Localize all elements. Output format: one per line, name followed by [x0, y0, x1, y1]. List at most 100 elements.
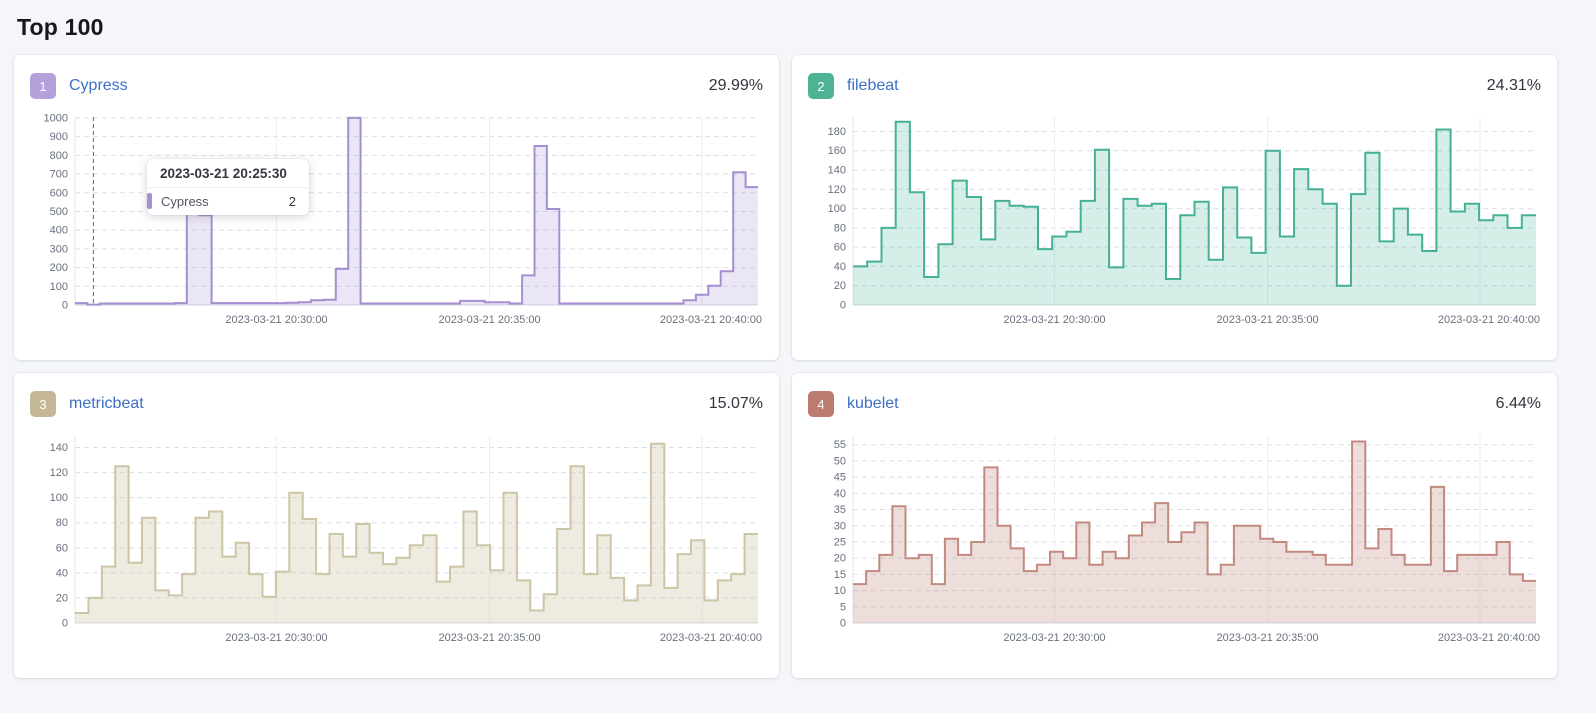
page-title: Top 100 — [17, 14, 104, 40]
x-tick-label: 2023-03-21 20:40:00 — [660, 632, 762, 644]
y-tick-label: 100 — [50, 492, 68, 504]
rank-badge: 3 — [30, 391, 56, 417]
y-tick-label: 15 — [834, 569, 846, 581]
x-tick-label: 2023-03-21 20:35:00 — [439, 314, 541, 326]
y-tick-label: 200 — [50, 262, 68, 274]
series-area — [75, 443, 758, 623]
x-tick-label: 2023-03-21 20:35:00 — [1217, 632, 1319, 644]
y-tick-label: 120 — [50, 467, 68, 479]
x-tick-label: 2023-03-21 20:30:00 — [1003, 314, 1105, 326]
y-tick-label: 600 — [50, 187, 68, 199]
chart-canvas-metricbeat[interactable]: 0 20 40 60 80 100 120 140 2023-03-21 20:30:00 202… — [30, 429, 763, 657]
y-tick-label: 40 — [56, 567, 68, 579]
x-tick-label: 2023-03-21 20:35:00 — [439, 632, 541, 644]
rank-badge: 4 — [808, 391, 834, 417]
axis-labels: 0 20 40 60 80 100 120 140 2023-03-21 20:30:00 202… — [50, 442, 762, 644]
tooltip-series-name: Cypress — [161, 193, 209, 209]
panel-header: 3 metricbeat 15.07% — [30, 389, 763, 419]
y-tick-label: 100 — [828, 203, 846, 215]
series-link-metricbeat[interactable]: metricbeat — [69, 395, 144, 412]
y-tick-label: 20 — [834, 280, 846, 292]
x-tick-label: 2023-03-21 20:30:00 — [225, 314, 327, 326]
y-tick-label: 1000 — [44, 112, 68, 124]
y-tick-label: 60 — [56, 542, 68, 554]
panel-header: 4 kubelet 6.44% — [808, 389, 1541, 419]
axis-labels: 0 100 200 300 400 500 600 700 800 900 1000 2023-03-… — [44, 112, 762, 326]
y-tick-label: 20 — [56, 592, 68, 604]
y-tick-label: 400 — [50, 225, 68, 237]
panel-header: 2 filebeat 24.31% — [808, 71, 1541, 101]
y-tick-label: 80 — [56, 517, 68, 529]
y-tick-label: 0 — [840, 618, 846, 630]
gridlines — [74, 117, 758, 306]
chart-panel-metricbeat: 3 metricbeat 15.07% 0 20 40 60 80 100 120 140 20… — [14, 373, 779, 678]
y-tick-label: 20 — [834, 553, 846, 565]
series-color-marker — [147, 193, 152, 209]
y-tick-label: 500 — [50, 206, 68, 218]
chart-canvas-cypress[interactable]: 0 100 200 300 400 500 600 700 800 900 1000 2023-03-… — [30, 111, 763, 339]
y-tick-label: 180 — [828, 126, 846, 138]
chart-tooltip: 2023-03-21 20:25:30 Cypress 2 — [147, 159, 309, 215]
y-tick-label: 25 — [834, 536, 846, 548]
y-tick-label: 0 — [62, 300, 68, 312]
x-tick-label: 2023-03-21 20:40:00 — [660, 314, 762, 326]
series-line — [75, 442, 758, 614]
y-tick-label: 10 — [834, 585, 846, 597]
x-tick-label: 2023-03-21 20:30:00 — [225, 632, 327, 644]
y-tick-label: 900 — [50, 131, 68, 143]
chart-panel-cypress: 1 Cypress 29.99% 0 100 200 300 400 500 600 700 8… — [14, 55, 779, 360]
series-line — [853, 120, 1536, 287]
percentage-value: 15.07% — [708, 395, 763, 412]
y-tick-label: 80 — [834, 222, 846, 234]
tooltip-series-value: 2 — [288, 193, 296, 209]
chart-area[interactable]: 0 20 40 60 80 100 120 140 160 180 2023-03-21 20:30… — [808, 111, 1541, 339]
chart-canvas-kubelet[interactable]: 0 5 10 15 20 25 30 35 40 45 50 55 2023-03-21 20:30:0… — [808, 429, 1541, 657]
dashboard-page: Top 100 1 Cypress 29.99% 0 100 200 300 400 50… — [14, 14, 1557, 678]
y-tick-label: 120 — [828, 184, 846, 196]
y-tick-label: 40 — [834, 261, 846, 273]
y-tick-label: 700 — [50, 169, 68, 181]
series-line — [853, 440, 1536, 586]
y-tick-label: 800 — [50, 150, 68, 162]
x-tick-label: 2023-03-21 20:35:00 — [1217, 314, 1319, 326]
y-tick-label: 50 — [834, 455, 846, 467]
y-tick-label: 40 — [834, 488, 846, 500]
panel-header: 1 Cypress 29.99% — [30, 71, 763, 101]
chart-area[interactable]: 0 20 40 60 80 100 120 140 2023-03-21 20:30:00 202… — [30, 429, 763, 657]
tooltip-timestamp: 2023-03-21 20:25:30 — [147, 159, 309, 188]
chart-panel-kubelet: 4 kubelet 6.44% 0 5 10 15 20 25 30 35 40 45 50 55 20… — [792, 373, 1557, 678]
rank-badge: 1 — [30, 73, 56, 99]
series-link-filebeat[interactable]: filebeat — [847, 77, 899, 94]
series-link-kubelet[interactable]: kubelet — [847, 395, 899, 412]
x-tick-label: 2023-03-21 20:40:00 — [1438, 632, 1540, 644]
axis-labels: 0 5 10 15 20 25 30 35 40 45 50 55 2023-03-21 20:30:0… — [834, 439, 1540, 644]
percentage-value: 24.31% — [1486, 77, 1541, 94]
rank-badge: 2 — [808, 73, 834, 99]
x-tick-label: 2023-03-21 20:30:00 — [1003, 632, 1105, 644]
y-tick-label: 5 — [840, 601, 846, 613]
gridlines — [74, 435, 758, 624]
y-tick-label: 45 — [834, 472, 846, 484]
y-tick-label: 0 — [840, 300, 846, 312]
chart-area[interactable]: 0 100 200 300 400 500 600 700 800 900 1000 2023-03-… — [30, 111, 763, 339]
y-tick-label: 30 — [834, 520, 846, 532]
y-tick-label: 60 — [834, 242, 846, 254]
tooltip-series-row: Cypress 2 — [147, 188, 309, 215]
series-link-cypress[interactable]: Cypress — [69, 77, 128, 94]
y-tick-label: 35 — [834, 504, 846, 516]
panels-grid: 1 Cypress 29.99% 0 100 200 300 400 500 600 700 8… — [14, 55, 1557, 678]
y-tick-label: 100 — [50, 281, 68, 293]
chart-canvas-filebeat[interactable]: 0 20 40 60 80 100 120 140 160 180 2023-03-21 20:30… — [808, 111, 1541, 339]
percentage-value: 6.44% — [1495, 395, 1541, 412]
axis-labels: 0 20 40 60 80 100 120 140 160 180 2023-03-21 20:30… — [828, 126, 1540, 326]
y-tick-label: 160 — [828, 145, 846, 157]
y-tick-label: 0 — [62, 618, 68, 630]
y-tick-label: 55 — [834, 439, 846, 451]
percentage-value: 29.99% — [708, 77, 763, 94]
y-tick-label: 140 — [828, 165, 846, 177]
gridlines — [852, 435, 1536, 624]
chart-panel-filebeat: 2 filebeat 24.31% 0 20 40 60 80 100 120 140 160 1… — [792, 55, 1557, 360]
chart-area[interactable]: 0 5 10 15 20 25 30 35 40 45 50 55 2023-03-21 20:30:0… — [808, 429, 1541, 657]
y-tick-label: 300 — [50, 243, 68, 255]
y-tick-label: 140 — [50, 442, 68, 454]
